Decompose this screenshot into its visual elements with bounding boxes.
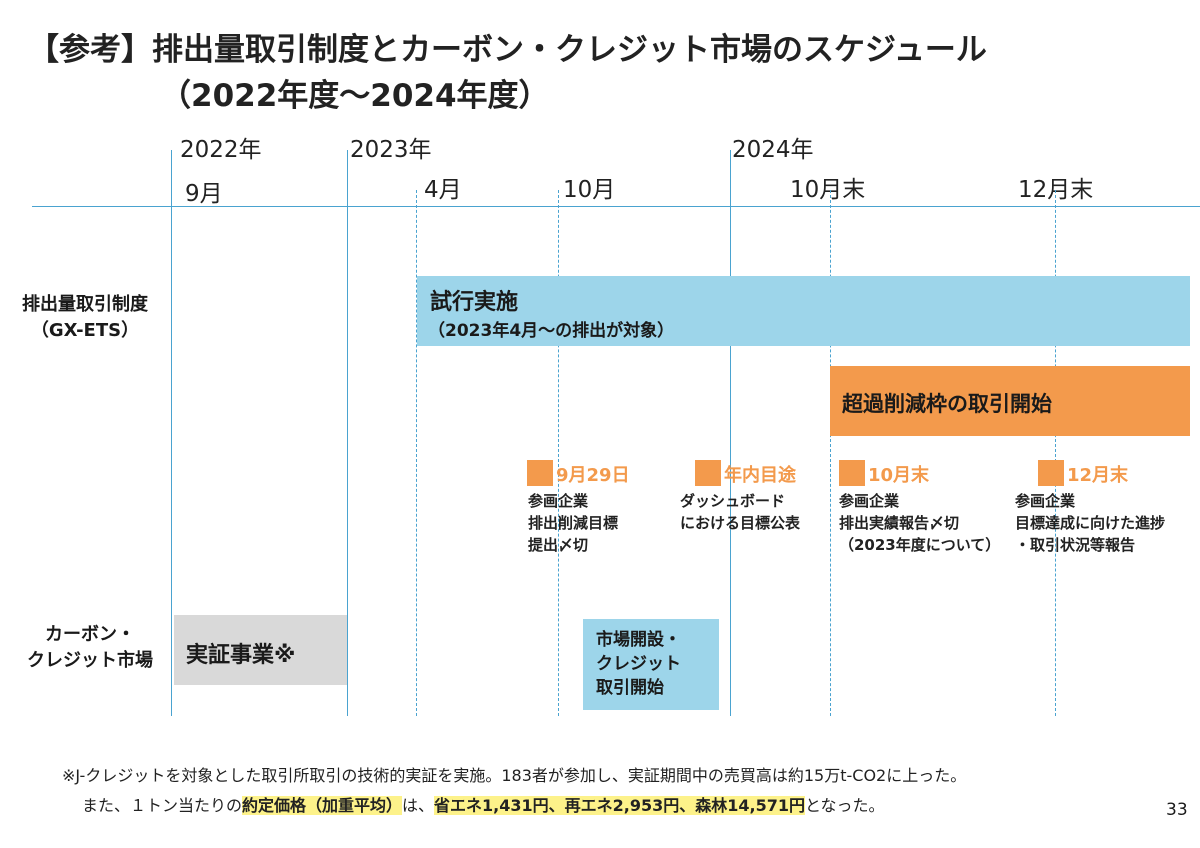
milestone-date-1: 9月29日 bbox=[556, 465, 630, 486]
milestone-3-line-2: 排出実績報告〆切 bbox=[839, 514, 960, 532]
footnote-contract-price: 約定価格（加重平均） bbox=[242, 796, 403, 815]
excess-reduction-trading-bar bbox=[830, 366, 1190, 436]
milestone-marker-3 bbox=[839, 460, 865, 486]
row-label-gx-ets-line2: （GX-ETS） bbox=[30, 320, 140, 341]
page-title: 【参考】排出量取引制度とカーボン・クレジット市場のスケジュール bbox=[28, 32, 987, 68]
milestone-text-4: 参画企業 目標達成に向けた進捗 ・取引状況等報告 bbox=[1015, 490, 1165, 556]
milestone-3-line-3: （2023年度について） bbox=[839, 536, 1001, 554]
row-label-gx-ets-line1: 排出量取引制度 bbox=[22, 294, 148, 315]
milestone-date-3: 10月末 bbox=[868, 465, 930, 486]
page-number: 33 bbox=[1166, 800, 1188, 820]
market-opening-line-1: 市場開設・ bbox=[596, 630, 681, 650]
footnote-2a: また、１トン当たりの bbox=[82, 796, 243, 815]
footnote-2e: となった。 bbox=[805, 796, 885, 815]
footnote-line-1: ※J-クレジットを対象とした取引所取引の技術的実証を実施。183者が参加し、実証… bbox=[62, 766, 967, 785]
milestone-2-line-2: における目標公表 bbox=[680, 514, 801, 532]
milestone-2-line-1: ダッシュボード bbox=[680, 492, 786, 510]
year-2022-label: 2022年 bbox=[180, 137, 262, 163]
divider-2023 bbox=[347, 150, 348, 716]
footnote-2c: は、 bbox=[402, 796, 435, 815]
market-opening-label: 市場開設・ クレジット 取引開始 bbox=[596, 628, 681, 700]
milestone-date-2: 年内目途 bbox=[724, 465, 796, 486]
milestone-marker-1 bbox=[527, 460, 553, 486]
footnote-prices: 省エネ1,431円、再エネ2,953円、森林14,571円 bbox=[434, 796, 806, 815]
market-opening-bar bbox=[583, 619, 719, 710]
year-2024-label: 2024年 bbox=[732, 137, 814, 163]
page-subtitle: （2022年度～2024年度） bbox=[160, 78, 550, 114]
trial-implementation-subtitle: （2023年4月～の排出が対象） bbox=[428, 321, 675, 341]
milestone-4-line-3: ・取引状況等報告 bbox=[1015, 536, 1136, 554]
timeline-axis bbox=[32, 206, 1200, 207]
footnote-line-2: また、１トン当たりの約定価格（加重平均）は、省エネ1,431円、再エネ2,953… bbox=[82, 792, 885, 816]
market-opening-line-2: クレジット bbox=[596, 654, 681, 674]
milestone-4-line-2: 目標達成に向けた進捗 bbox=[1015, 514, 1166, 532]
milestone-date-4: 12月末 bbox=[1067, 465, 1129, 486]
guide-2023-10 bbox=[558, 190, 559, 716]
row-label-carbon-line2: クレジット市場 bbox=[27, 650, 153, 671]
divider-2024 bbox=[730, 150, 731, 716]
milestone-text-2: ダッシュボード における目標公表 bbox=[680, 490, 800, 534]
milestone-text-1: 参画企業 排出削減目標 提出〆切 bbox=[528, 490, 618, 556]
year-2023-label: 2023年 bbox=[350, 137, 432, 163]
milestone-4-line-1: 参画企業 bbox=[1015, 492, 1076, 510]
trial-implementation-title: 試行実施 bbox=[430, 290, 519, 315]
month-2023-10-label: 10月 bbox=[563, 177, 616, 203]
milestone-text-3: 参画企業 排出実績報告〆切 （2023年度について） bbox=[839, 490, 1000, 556]
milestone-3-line-1: 参画企業 bbox=[839, 492, 900, 510]
milestone-1-line-3: 提出〆切 bbox=[528, 536, 589, 554]
milestone-marker-2 bbox=[695, 460, 721, 486]
month-2022-9-label: 9月 bbox=[185, 181, 223, 207]
milestone-1-line-1: 参画企業 bbox=[528, 492, 589, 510]
guide-2024-12 bbox=[1055, 190, 1056, 716]
milestone-1-line-2: 排出削減目標 bbox=[528, 514, 619, 532]
guide-2023-4 bbox=[416, 190, 417, 716]
excess-reduction-trading-label: 超過削減枠の取引開始 bbox=[842, 392, 1052, 416]
market-opening-line-3: 取引開始 bbox=[596, 678, 664, 698]
month-2024-10-label: 10月末 bbox=[790, 177, 866, 203]
demonstration-project-bar bbox=[174, 615, 347, 685]
row-label-carbon-line1: カーボン・ bbox=[45, 624, 135, 645]
trial-implementation-bar bbox=[417, 276, 1190, 346]
divider-2022 bbox=[171, 150, 172, 716]
row-label-gx-ets: 排出量取引制度 （GX-ETS） bbox=[10, 292, 160, 344]
milestone-marker-4 bbox=[1038, 460, 1064, 486]
month-2023-4-label: 4月 bbox=[424, 177, 462, 203]
demonstration-project-label: 実証事業※ bbox=[186, 643, 296, 668]
row-label-carbon-credit: カーボン・ クレジット市場 bbox=[10, 622, 170, 674]
guide-2024-10 bbox=[830, 190, 831, 716]
